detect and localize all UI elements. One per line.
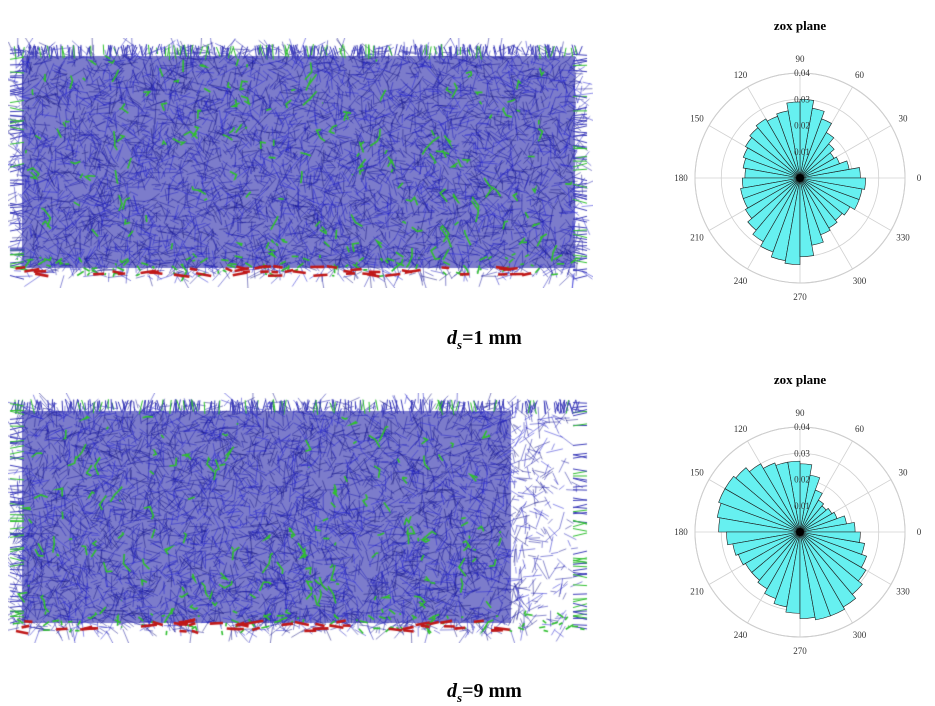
caption-value: =9 mm <box>462 680 522 702</box>
rose-center <box>796 528 804 536</box>
rose-angle-tick: 300 <box>853 630 867 640</box>
rose-radial-tick: 0.03 <box>794 94 810 104</box>
rose-bar <box>799 177 831 236</box>
rose-angle-tick: 300 <box>853 276 867 286</box>
rose-bar <box>755 118 801 179</box>
rose-bar <box>799 177 866 190</box>
rose-angle-tick: 150 <box>690 114 704 124</box>
caption-subscript: s <box>457 690 463 705</box>
rose-bar <box>799 507 833 533</box>
rose-bar <box>745 137 801 179</box>
rose-diagram-svg-top: zox plane 0.01 0.02 0.03 0.04 0 30 60 90 120 150 18… <box>674 18 922 302</box>
rose-diagram-bottom: zox plane 0.01 0.02 0.03 0.04 0 30 60 90 120 150 18… <box>655 360 935 670</box>
rose-angle-tick: 210 <box>690 587 704 597</box>
rose-bar <box>742 157 801 179</box>
rose-bar <box>799 531 846 617</box>
rose-angle-tick: 270 <box>793 292 807 302</box>
fracture-network-top <box>8 38 593 288</box>
rose-angle-tick: 0 <box>917 173 922 183</box>
rose-angle-tick: 270 <box>793 646 807 656</box>
rose-angle-tick: 90 <box>796 54 806 64</box>
rose-radial-tick: 0.02 <box>794 475 810 485</box>
rose-angle-tick: 30 <box>899 114 909 124</box>
rose-angle-tick: 120 <box>734 70 748 80</box>
rose-title: zox plane <box>774 18 827 33</box>
rose-radial-tick: 0.01 <box>794 501 810 511</box>
rose-diagram-top: zox plane 0.01 0.02 0.03 0.04 0 30 60 90 120 150 18… <box>655 6 935 316</box>
rose-radial-tick: 0.01 <box>794 147 810 157</box>
rose-bar <box>742 147 801 179</box>
caption-top: ds=1 mm <box>447 327 522 353</box>
rose-bar <box>799 531 867 582</box>
rose-angle-tick: 330 <box>896 587 910 597</box>
rose-bar <box>749 127 801 179</box>
rose-bar <box>716 502 801 533</box>
fracture-network-bottom <box>8 393 593 643</box>
rose-bar <box>799 531 865 555</box>
caption-symbol: d <box>447 680 457 702</box>
caption-value: =1 mm <box>462 327 522 349</box>
rose-radial-tick: 0.02 <box>794 121 810 131</box>
rose-radial-tick: 0.04 <box>794 68 810 78</box>
rose-bar <box>718 517 801 533</box>
rose-bar <box>799 531 857 608</box>
rose-angle-tick: 240 <box>734 630 748 640</box>
rose-center <box>796 174 804 182</box>
rose-angle-tick: 180 <box>674 173 688 183</box>
rose-title: zox plane <box>774 372 827 387</box>
rose-radial-tick: 0.03 <box>794 448 810 458</box>
rose-diagram-svg-bottom: zox plane 0.01 0.02 0.03 0.04 0 30 60 90 120 150 18… <box>674 372 922 656</box>
rose-bar <box>718 488 801 533</box>
rose-angle-tick: 330 <box>896 233 910 243</box>
rose-bar <box>799 177 838 229</box>
rose-angle-tick: 90 <box>796 408 806 418</box>
rose-bar <box>799 511 838 533</box>
rose-radial-tick: 0.04 <box>794 422 810 432</box>
caption-subscript: s <box>457 337 463 352</box>
rose-bar <box>799 531 863 595</box>
rose-bar <box>737 531 801 566</box>
rose-bar <box>799 531 861 543</box>
rose-angle-tick: 60 <box>855 70 865 80</box>
rose-angle-tick: 30 <box>899 468 909 478</box>
caption-symbol: d <box>447 327 457 349</box>
caption-bottom: ds=9 mm <box>447 680 522 706</box>
rose-angle-tick: 60 <box>855 424 865 434</box>
fracture-network-canvas-top <box>8 38 593 288</box>
rose-angle-tick: 0 <box>917 527 922 537</box>
rose-angle-tick: 240 <box>734 276 748 286</box>
rose-angle-tick: 180 <box>674 527 688 537</box>
rose-bar <box>799 531 867 568</box>
rose-angle-tick: 210 <box>690 233 704 243</box>
rose-bar <box>784 177 801 265</box>
rose-bar <box>799 156 840 179</box>
fracture-network-canvas-bottom <box>8 393 593 643</box>
rose-bar <box>799 98 815 179</box>
rose-angle-tick: 150 <box>690 468 704 478</box>
rose-angle-tick: 120 <box>734 424 748 434</box>
